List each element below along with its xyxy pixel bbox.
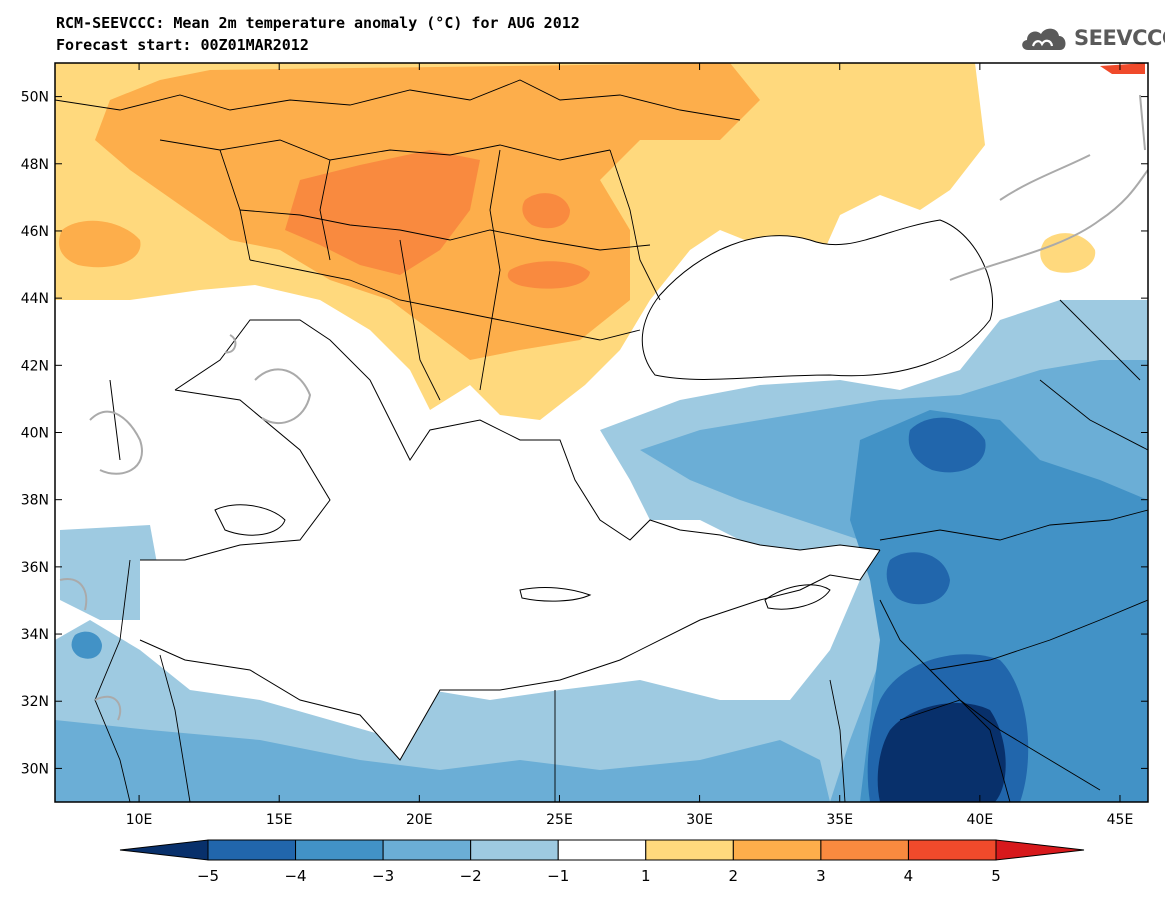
warm-anomaly-4to5 [1100, 63, 1145, 74]
colorbar-label: −2 [460, 867, 482, 885]
x-tick-label: 40E [967, 812, 994, 828]
colorbar-label: −3 [372, 867, 394, 885]
longitude-axis: 10E 15E 20E 25E 30E 35E 40E 45E [126, 63, 1134, 828]
mediterranean-sea [140, 320, 880, 760]
colorbar-box [907, 839, 997, 861]
colorbar-high-arrow [995, 839, 1085, 861]
x-tick-label: 30E [686, 812, 713, 828]
x-tick-label: 25E [546, 812, 573, 828]
x-tick-label: 15E [266, 812, 293, 828]
y-tick-label: 30N [21, 761, 49, 777]
forecast-start: Forecast start: 00Z01MAR2012 [56, 36, 309, 54]
x-tick-label: 35E [826, 812, 853, 828]
zero-contours [59, 94, 1148, 721]
warm-anomaly-3to4-south [507, 261, 590, 289]
colorbar-box [732, 839, 822, 861]
map-fields [55, 63, 1148, 802]
logo-text: SEEVCCC [1074, 26, 1165, 50]
colorbar-label: 1 [641, 867, 651, 885]
y-tick-label: 36N [21, 560, 49, 576]
colorbar-label: −5 [197, 867, 219, 885]
colorbar-label: 4 [904, 867, 914, 885]
cold-anomaly-minus4to5-syria [886, 552, 950, 605]
cold-anomaly-minus1to2-tunisia [60, 525, 160, 620]
y-tick-label: 46N [21, 224, 49, 240]
colorbar-label: −4 [284, 867, 306, 885]
y-tick-label: 32N [21, 694, 49, 710]
colorbar-box [470, 839, 559, 861]
colorbar-low-arrow [119, 839, 209, 861]
colorbar-box [820, 839, 909, 861]
y-tick-label: 40N [21, 426, 49, 442]
warm-anomaly-right-patch [1040, 233, 1096, 273]
colorbar: −5 −4 −3 −2 −1 1 2 3 4 5 [119, 839, 1085, 885]
black-sea [642, 220, 993, 380]
y-tick-label: 48N [21, 157, 49, 173]
x-tick-label: 20E [406, 812, 433, 828]
colorbar-label: −1 [547, 867, 569, 885]
cold-anomaly-minus3to4-algeria [71, 631, 102, 659]
colorbar-box [382, 839, 472, 861]
colorbar-label: 3 [816, 867, 826, 885]
coastlines [109, 219, 994, 761]
y-tick-label: 38N [21, 493, 49, 509]
cloud-icon [1022, 28, 1066, 50]
warm-anomaly-3to4 [285, 150, 480, 275]
warm-anomaly-3to4-east [522, 193, 570, 229]
x-tick-label: 10E [126, 812, 153, 828]
latitude-axis: 50N 48N 46N 44N 42N 40N 38N 36N 34N 32N 30N [21, 90, 1148, 777]
colorbar-label: 2 [729, 867, 739, 885]
colorbar-box [645, 839, 734, 861]
colorbar-box [295, 839, 384, 861]
x-tick-label: 45E [1107, 812, 1134, 828]
cold-anomaly-minus4to5 [908, 417, 986, 473]
map-title: RCM-SEEVCCC: Mean 2m temperature anomaly… [56, 14, 580, 32]
country-borders [55, 79, 1148, 802]
y-tick-label: 44N [21, 291, 49, 307]
y-tick-label: 50N [21, 90, 49, 106]
seevccc-logo: SEEVCCC [1018, 22, 1165, 54]
y-tick-label: 42N [21, 358, 49, 374]
cold-anomaly-below-minus5 [877, 702, 1006, 802]
cold-anomaly-minus2to3-south [55, 720, 830, 802]
colorbar-box [557, 839, 647, 861]
warm-anomaly-2to3-west [58, 220, 141, 268]
colorbar-box [207, 839, 297, 861]
colorbar-label: 5 [991, 867, 1001, 885]
y-tick-label: 34N [21, 627, 49, 643]
